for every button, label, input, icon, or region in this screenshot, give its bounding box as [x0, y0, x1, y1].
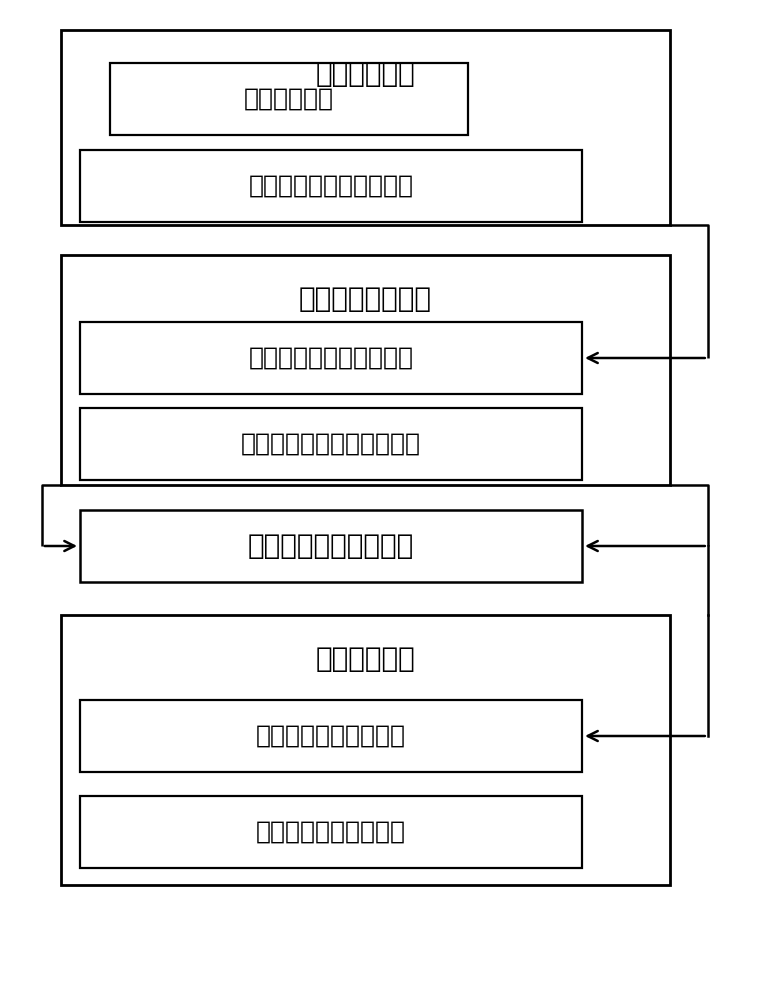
Text: 采集保护姿态: 采集保护姿态 [315, 60, 416, 88]
Bar [80, 510, 582, 582]
Bar [61, 30, 670, 225]
Bar [61, 255, 670, 485]
Bar [80, 408, 582, 480]
Text: 设计假人模型保护姿态: 设计假人模型保护姿态 [248, 532, 414, 560]
Bar [61, 615, 670, 885]
Bar [80, 150, 582, 222]
Text: 设计假人模型参数: 设计假人模型参数 [299, 285, 431, 313]
Text: 设计假人模型肢体几何参数: 设计假人模型肢体几何参数 [241, 432, 421, 456]
Text: 显示假人模型肢体运动: 显示假人模型肢体运动 [256, 724, 406, 748]
Text: 确定驾驶员肢体几何参数: 确定驾驶员肢体几何参数 [249, 346, 413, 370]
Bar [110, 63, 468, 135]
Text: 输出碰撞参数: 输出碰撞参数 [315, 645, 416, 673]
Bar [80, 700, 582, 772]
Bar [80, 796, 582, 868]
Bar [80, 322, 582, 394]
Text: 采集多工况下的保护姿态: 采集多工况下的保护姿态 [249, 174, 413, 198]
Text: 输出假人模型碰撞参数: 输出假人模型碰撞参数 [256, 820, 406, 844]
Text: 再现碰撞现场: 再现碰撞现场 [244, 87, 334, 111]
